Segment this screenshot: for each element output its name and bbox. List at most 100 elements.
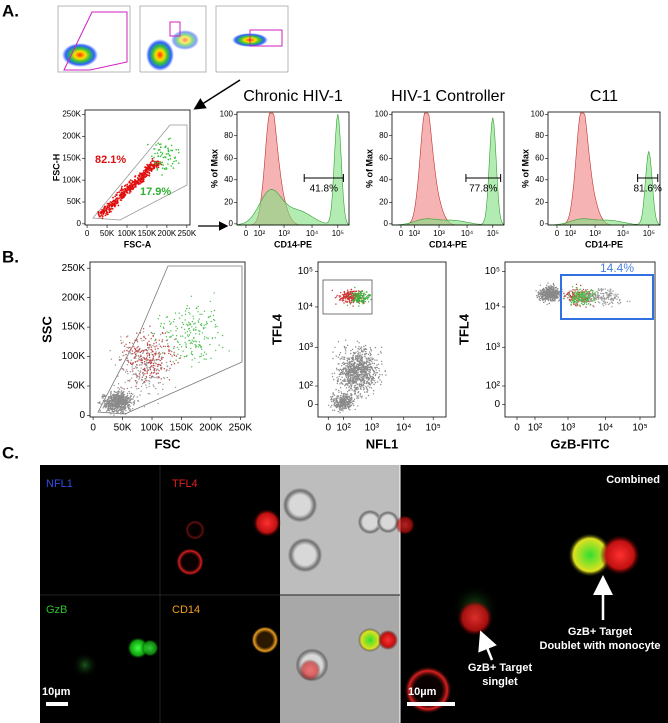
event-dot [362, 384, 364, 386]
event-dot [115, 197, 118, 200]
event-dot [102, 399, 105, 402]
event-dot [544, 299, 546, 301]
event-dot [548, 287, 551, 289]
event-dot [601, 297, 603, 299]
label: 50K [100, 229, 115, 238]
event-dot [353, 290, 355, 292]
event-dot [209, 300, 211, 303]
event-dot [110, 210, 112, 213]
event-dot [543, 294, 545, 296]
event-dot [100, 210, 103, 213]
event-dot [582, 301, 584, 303]
event-dot [150, 366, 152, 368]
event-dot [118, 388, 121, 390]
event-dot [572, 301, 574, 303]
event-dot [600, 288, 603, 290]
event-dot [370, 382, 373, 384]
event-dot [344, 292, 346, 294]
event-dot [350, 300, 352, 302]
event-dot [133, 357, 135, 359]
event-dot [348, 299, 350, 301]
event-dot [116, 410, 118, 412]
event-dot [120, 339, 122, 342]
event-dot [361, 358, 363, 360]
event-dot [601, 292, 603, 295]
event-dot [580, 295, 583, 297]
event-dot [114, 401, 116, 403]
event-dot [132, 393, 134, 395]
event-dot [350, 378, 352, 380]
event-dot [129, 352, 132, 354]
event-dot [339, 400, 341, 402]
event-dot [351, 371, 353, 374]
event-dot [120, 386, 122, 388]
event-dot [336, 369, 338, 371]
event-dot [121, 191, 123, 194]
event-dot [599, 296, 602, 299]
event-dot [188, 334, 191, 336]
event-dot [134, 339, 136, 342]
event-dot [545, 298, 548, 300]
event-dot [582, 296, 585, 298]
event-dot [137, 349, 139, 352]
event-dot [209, 343, 211, 346]
event-dot [556, 293, 559, 295]
event-dot [186, 323, 188, 326]
event-dot [148, 169, 151, 172]
event-dot [156, 377, 158, 379]
event-dot [134, 184, 137, 187]
event-dot [369, 368, 371, 370]
gate [322, 279, 373, 315]
event-dot [152, 372, 155, 374]
event-dot [138, 348, 140, 351]
event-dot [186, 325, 189, 327]
event-dot [109, 394, 112, 396]
event-dot [607, 298, 610, 300]
event-dot [129, 401, 131, 404]
event-dot [349, 409, 351, 411]
label: 10⁵ [643, 229, 655, 238]
event-dot [214, 324, 217, 326]
event-dot [566, 293, 568, 296]
event-dot [200, 323, 203, 325]
event-dot [548, 294, 550, 297]
event-dot [166, 365, 168, 367]
event-dot [351, 296, 353, 299]
event-dot [340, 409, 342, 411]
event-dot [348, 408, 350, 410]
event-dot [119, 403, 121, 405]
event-dot [115, 194, 118, 197]
event-dot [356, 299, 358, 301]
event-dot [171, 350, 173, 353]
event-dot [343, 294, 346, 296]
event-dot [102, 396, 104, 398]
event-dot [183, 356, 186, 358]
event-dot [167, 152, 169, 155]
event-dot [364, 298, 367, 300]
event-dot [348, 404, 350, 406]
event-dot [546, 289, 548, 291]
event-dot [109, 412, 111, 414]
label: 250K [62, 263, 86, 274]
event-dot [366, 388, 368, 390]
event-dot [154, 339, 156, 342]
event-dot [139, 359, 141, 361]
event-dot [121, 397, 124, 400]
event-dot [142, 372, 144, 374]
event-dot [145, 338, 147, 340]
event-dot [128, 397, 130, 399]
label: 100K [62, 351, 86, 362]
event-dot [341, 300, 344, 302]
event-dot [204, 327, 206, 329]
event-dot [345, 350, 347, 352]
event-dot [594, 301, 597, 304]
event-dot [567, 291, 570, 294]
event-dot [365, 371, 367, 374]
event-dot [356, 395, 358, 397]
event-dot [373, 370, 375, 372]
event-dot [132, 187, 135, 190]
event-dot [154, 367, 156, 370]
event-dot [372, 373, 374, 376]
event-dot [345, 375, 347, 377]
event-dot [188, 321, 190, 324]
